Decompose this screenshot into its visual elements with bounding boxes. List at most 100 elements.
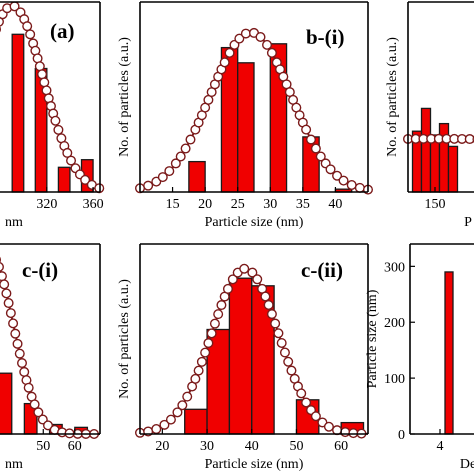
panel-4: 50 60 nm c-(i) xyxy=(0,243,101,472)
fit-point xyxy=(165,414,176,425)
histogram-bar xyxy=(11,33,25,193)
fit-point xyxy=(200,347,211,358)
x-axis-label: nm xyxy=(5,215,23,230)
fit-point xyxy=(227,274,238,285)
fit-point xyxy=(260,291,271,302)
histogram-bar xyxy=(0,372,13,435)
fit-point xyxy=(25,29,36,40)
x-tick-label: 30 xyxy=(263,197,277,212)
fit-point xyxy=(151,424,162,435)
y-tick-label: 100 xyxy=(384,372,405,387)
fit-point xyxy=(53,124,64,135)
histogram-bar xyxy=(228,277,253,435)
fit-point xyxy=(0,16,4,27)
panel-label: b-(i) xyxy=(306,25,345,49)
fit-point xyxy=(164,166,175,177)
fit-point xyxy=(14,348,25,359)
x-tick-label: 150 xyxy=(425,197,446,212)
fit-point xyxy=(159,419,170,430)
x-tick-label: 20 xyxy=(198,197,212,212)
fit-point xyxy=(270,318,281,329)
fit-point xyxy=(182,391,193,402)
fit-point xyxy=(80,174,91,185)
x-tick-label: 40 xyxy=(245,439,259,454)
fit-point xyxy=(10,328,21,339)
fit-point xyxy=(180,143,191,154)
fit-point xyxy=(296,388,307,399)
fit-point xyxy=(340,427,351,438)
fit-point xyxy=(50,115,61,126)
x-tick-label: 360 xyxy=(83,197,104,212)
fit-point xyxy=(185,134,196,145)
fit-point xyxy=(196,356,207,367)
fit-point xyxy=(143,180,154,191)
x-tick-label: 20 xyxy=(155,439,169,454)
fit-point xyxy=(354,182,365,193)
fit-point xyxy=(222,283,233,294)
y-axis-label: Particle size (nm) xyxy=(365,289,380,388)
fit-point xyxy=(66,155,77,166)
x-tick-label: 40 xyxy=(328,197,342,212)
fit-point xyxy=(213,309,224,320)
fit-point xyxy=(315,151,326,162)
fit-point xyxy=(170,158,181,169)
fit-point xyxy=(301,397,312,408)
x-tick-label: 30 xyxy=(200,439,214,454)
fit-point xyxy=(240,28,251,39)
histogram-bar xyxy=(57,166,71,193)
histogram-bar xyxy=(184,408,208,435)
panel-5: 20 30 40 50 60 Particle size (nm) No. of parti… xyxy=(117,243,369,472)
x-axis-label: P xyxy=(464,215,472,230)
fit-point xyxy=(43,420,54,431)
fit-point xyxy=(209,318,220,329)
fit-point xyxy=(323,421,334,432)
fit-point xyxy=(0,279,10,290)
fit-point xyxy=(203,338,214,349)
y-tick-label: 200 xyxy=(384,316,405,331)
fit-point xyxy=(332,170,343,181)
x-tick-label: 35 xyxy=(296,197,310,212)
panel-3: 150 P No. of particles (a.u.) xyxy=(385,1,474,230)
fit-point xyxy=(301,124,312,135)
histogram-bar xyxy=(188,160,206,193)
fit-point xyxy=(1,288,12,299)
fit-point xyxy=(0,261,4,272)
fit-point xyxy=(234,33,245,44)
fit-point xyxy=(190,373,201,384)
x-tick-label: 320 xyxy=(36,197,57,212)
fit-point xyxy=(306,134,317,145)
fit-point xyxy=(247,267,258,278)
fit-point xyxy=(5,308,16,319)
histogram-bar xyxy=(237,62,255,193)
fit-point xyxy=(332,425,343,436)
fit-point xyxy=(3,298,14,309)
fit-point xyxy=(266,309,277,320)
fit-point xyxy=(338,175,349,186)
fit-point xyxy=(172,407,183,418)
fit-point xyxy=(23,382,34,393)
x-axis-label: De xyxy=(460,457,474,472)
fit-point xyxy=(310,143,321,154)
x-axis-label: Particle size (nm) xyxy=(205,457,304,472)
x-tick-label: 60 xyxy=(334,439,348,454)
histogram-bar xyxy=(438,122,450,193)
fit-point xyxy=(239,263,250,274)
fit-point xyxy=(310,411,321,422)
fit-point xyxy=(224,47,235,58)
fit-point xyxy=(157,172,168,183)
y-axis-label: No. of particles (a.u.) xyxy=(117,37,132,157)
fit-point xyxy=(0,271,7,282)
fit-point xyxy=(255,32,266,43)
panel-2: 15 20 25 30 35 40 Particle size (nm) No. of par… xyxy=(117,1,374,230)
fit-point xyxy=(175,151,186,162)
fit-point xyxy=(193,365,204,376)
fit-point xyxy=(33,407,44,418)
x-tick-label: 50 xyxy=(36,439,50,454)
fit-point xyxy=(39,77,50,88)
panel-6: 4 0 100 200 300 De Particle size (nm) xyxy=(365,243,474,472)
x-tick-label: 4 xyxy=(437,439,444,454)
fit-point xyxy=(19,366,30,377)
fit-point xyxy=(37,69,48,80)
fit-point xyxy=(12,338,23,349)
